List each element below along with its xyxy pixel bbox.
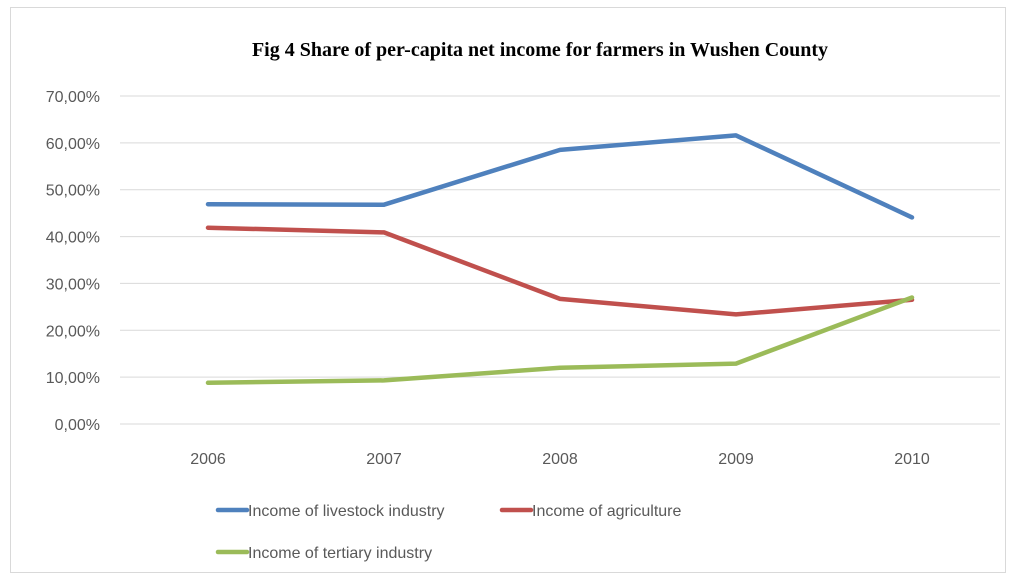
- legend-label-1: Income of livestock industry: [248, 503, 445, 520]
- y-tick-label: 70,00%: [46, 89, 100, 106]
- y-axis-ticks: 0,00% 10,00% 20,00% 30,00% 40,00% 50,00% 60,00…: [46, 89, 100, 434]
- y-tick-label: 0,00%: [55, 417, 100, 434]
- legend-label-2: Income of agriculture: [532, 503, 682, 520]
- chart-frame: [10, 7, 1006, 573]
- x-tick-label: 2009: [718, 451, 754, 468]
- legend: Income of livestock industry Income of ag…: [215, 503, 682, 562]
- x-tick-label: 2007: [366, 451, 402, 468]
- x-tick-label: 2010: [894, 451, 930, 468]
- y-tick-label: 50,00%: [46, 183, 100, 200]
- y-tick-label: 20,00%: [46, 323, 100, 340]
- series-lines: [205, 133, 915, 386]
- y-tick-label: 40,00%: [46, 230, 100, 247]
- y-tick-label: 30,00%: [46, 276, 100, 293]
- x-tick-label: 2008: [542, 451, 578, 468]
- y-tick-label: 60,00%: [46, 136, 100, 153]
- chart-title: Fig 4 Share of per-capita net income for…: [252, 39, 828, 61]
- series-line-1: [205, 133, 915, 220]
- gridlines: [120, 95, 1000, 425]
- legend-label-3: Income of tertiary industry: [248, 545, 432, 562]
- series-line-3: [205, 295, 915, 386]
- x-axis-ticks: 2006 2007 2008 2009 2010: [190, 451, 930, 468]
- y-tick-label: 10,00%: [46, 370, 100, 387]
- series-line-2: [205, 225, 915, 317]
- x-tick-label: 2006: [190, 451, 226, 468]
